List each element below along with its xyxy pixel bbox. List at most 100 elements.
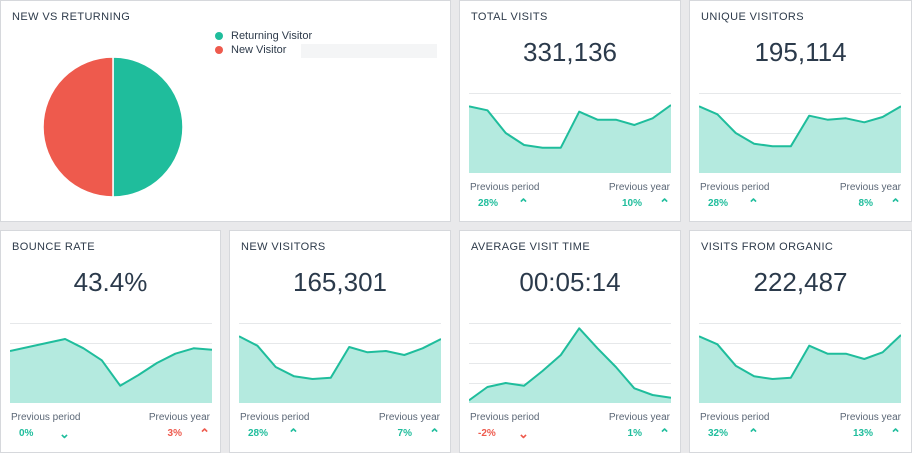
data-point[interactable] bbox=[365, 349, 371, 355]
previous-year-label: Previous year bbox=[608, 182, 670, 193]
average-visit-time-card: AVERAGE VISIT TIME 00:05:14 Previous perio… bbox=[459, 230, 681, 453]
legend-item-new-visitor[interactable]: New Visitor bbox=[215, 43, 312, 57]
data-point[interactable] bbox=[154, 360, 160, 366]
chevron-up-icon: ⌃ bbox=[890, 196, 901, 211]
data-point[interactable] bbox=[806, 113, 812, 119]
data-point[interactable] bbox=[44, 340, 50, 346]
data-point[interactable] bbox=[631, 385, 637, 391]
data-point[interactable] bbox=[291, 373, 297, 379]
data-point[interactable] bbox=[576, 109, 582, 115]
data-point[interactable] bbox=[880, 114, 886, 120]
data-point[interactable] bbox=[273, 364, 279, 370]
previous-period-label: Previous period bbox=[700, 182, 770, 193]
data-point[interactable] bbox=[825, 117, 831, 123]
data-point[interactable] bbox=[861, 356, 867, 362]
data-point[interactable] bbox=[631, 122, 637, 128]
data-point[interactable] bbox=[420, 345, 426, 351]
card-title: BOUNCE RATE bbox=[12, 241, 96, 253]
data-point[interactable] bbox=[788, 375, 794, 381]
data-point[interactable] bbox=[383, 348, 389, 354]
data-point[interactable] bbox=[613, 117, 619, 123]
previous-year-change: 10% bbox=[621, 198, 642, 209]
previous-period-label: Previous period bbox=[11, 412, 81, 423]
metric-value: 331,136 bbox=[523, 37, 617, 67]
total-visits-card: TOTAL VISITS 331,136 Previous period Previo… bbox=[459, 0, 681, 222]
data-point[interactable] bbox=[613, 364, 619, 370]
data-point[interactable] bbox=[484, 384, 490, 390]
data-point[interactable] bbox=[99, 357, 105, 363]
series-line bbox=[699, 334, 901, 380]
series-line bbox=[10, 338, 212, 387]
data-point[interactable] bbox=[484, 107, 490, 113]
data-point[interactable] bbox=[503, 380, 509, 386]
data-point[interactable] bbox=[576, 325, 582, 331]
data-point[interactable] bbox=[650, 392, 656, 398]
data-point[interactable] bbox=[346, 344, 352, 350]
data-point[interactable] bbox=[714, 111, 720, 117]
chevron-up-icon: ⌃ bbox=[429, 426, 440, 441]
series-line bbox=[239, 335, 441, 380]
data-point[interactable] bbox=[62, 336, 68, 342]
data-point[interactable] bbox=[595, 345, 601, 351]
comparison-footer: Previous period Previous year 28% ⌃ 10% ⌃ bbox=[470, 182, 670, 214]
data-point[interactable] bbox=[825, 351, 831, 357]
pie-legend: Returning Visitor New Visitor bbox=[215, 29, 312, 57]
previous-year-label: Previous year bbox=[839, 182, 901, 193]
data-point[interactable] bbox=[25, 344, 31, 350]
area-chart bbox=[699, 323, 901, 403]
data-point[interactable] bbox=[843, 351, 849, 357]
data-point[interactable] bbox=[650, 115, 656, 121]
data-point[interactable] bbox=[751, 141, 757, 147]
data-point[interactable] bbox=[806, 343, 812, 349]
data-point[interactable] bbox=[751, 373, 757, 379]
data-point[interactable] bbox=[539, 145, 545, 151]
data-point[interactable] bbox=[769, 376, 775, 382]
chevron-up-icon: ⌃ bbox=[748, 426, 759, 441]
data-point[interactable] bbox=[714, 341, 720, 347]
data-point[interactable] bbox=[80, 345, 86, 351]
series-line bbox=[699, 105, 901, 148]
data-point[interactable] bbox=[769, 143, 775, 149]
previous-period-label: Previous period bbox=[700, 412, 770, 423]
previous-year-label: Previous year bbox=[839, 412, 901, 423]
data-point[interactable] bbox=[309, 376, 315, 382]
area-chart bbox=[469, 323, 671, 403]
chevron-down-icon: ⌄ bbox=[518, 426, 529, 441]
data-point[interactable] bbox=[254, 343, 260, 349]
area-fill bbox=[699, 106, 901, 173]
legend-item-returning-visitor[interactable]: Returning Visitor bbox=[215, 29, 312, 43]
data-point[interactable] bbox=[136, 372, 142, 378]
pie-slice-new-visitor[interactable] bbox=[43, 57, 114, 197]
pie-slice-returning-visitor[interactable] bbox=[112, 57, 183, 197]
card-title: NEW VISITORS bbox=[241, 241, 326, 253]
previous-year-label: Previous year bbox=[378, 412, 440, 423]
data-point[interactable] bbox=[558, 145, 564, 151]
data-point[interactable] bbox=[172, 351, 178, 357]
data-point[interactable] bbox=[401, 352, 407, 358]
data-point[interactable] bbox=[521, 383, 527, 389]
data-point[interactable] bbox=[788, 143, 794, 149]
new-visitors-card: NEW VISITORS 165,301 Previous period Previo… bbox=[229, 230, 451, 453]
data-point[interactable] bbox=[117, 383, 123, 389]
data-point[interactable] bbox=[503, 130, 509, 136]
chevron-up-icon: ⌃ bbox=[748, 196, 759, 211]
data-point[interactable] bbox=[558, 352, 564, 358]
data-point[interactable] bbox=[843, 115, 849, 121]
data-point[interactable] bbox=[539, 368, 545, 374]
comparison-footer: Previous period Previous year -2% ⌄ 1% ⌃ bbox=[470, 412, 670, 444]
pie-chart bbox=[43, 57, 183, 197]
bounce-rate-card: BOUNCE RATE 43.4% Previous period Previous … bbox=[0, 230, 221, 453]
card-title: VISITS FROM ORGANIC bbox=[701, 241, 834, 253]
data-point[interactable] bbox=[595, 117, 601, 123]
metric-value: 195,114 bbox=[754, 37, 847, 67]
data-point[interactable] bbox=[191, 345, 197, 351]
data-point[interactable] bbox=[733, 363, 739, 369]
data-point[interactable] bbox=[328, 375, 334, 381]
data-point[interactable] bbox=[880, 349, 886, 355]
unique-visitors-card: UNIQUE VISITORS 195,114 Previous period Pre… bbox=[689, 0, 912, 222]
visits-from-organic-card: VISITS FROM ORGANIC 222,487 Previous perio… bbox=[689, 230, 912, 453]
previous-period-change: 28% bbox=[478, 198, 499, 209]
data-point[interactable] bbox=[861, 119, 867, 125]
data-point[interactable] bbox=[733, 130, 739, 136]
data-point[interactable] bbox=[521, 142, 527, 148]
